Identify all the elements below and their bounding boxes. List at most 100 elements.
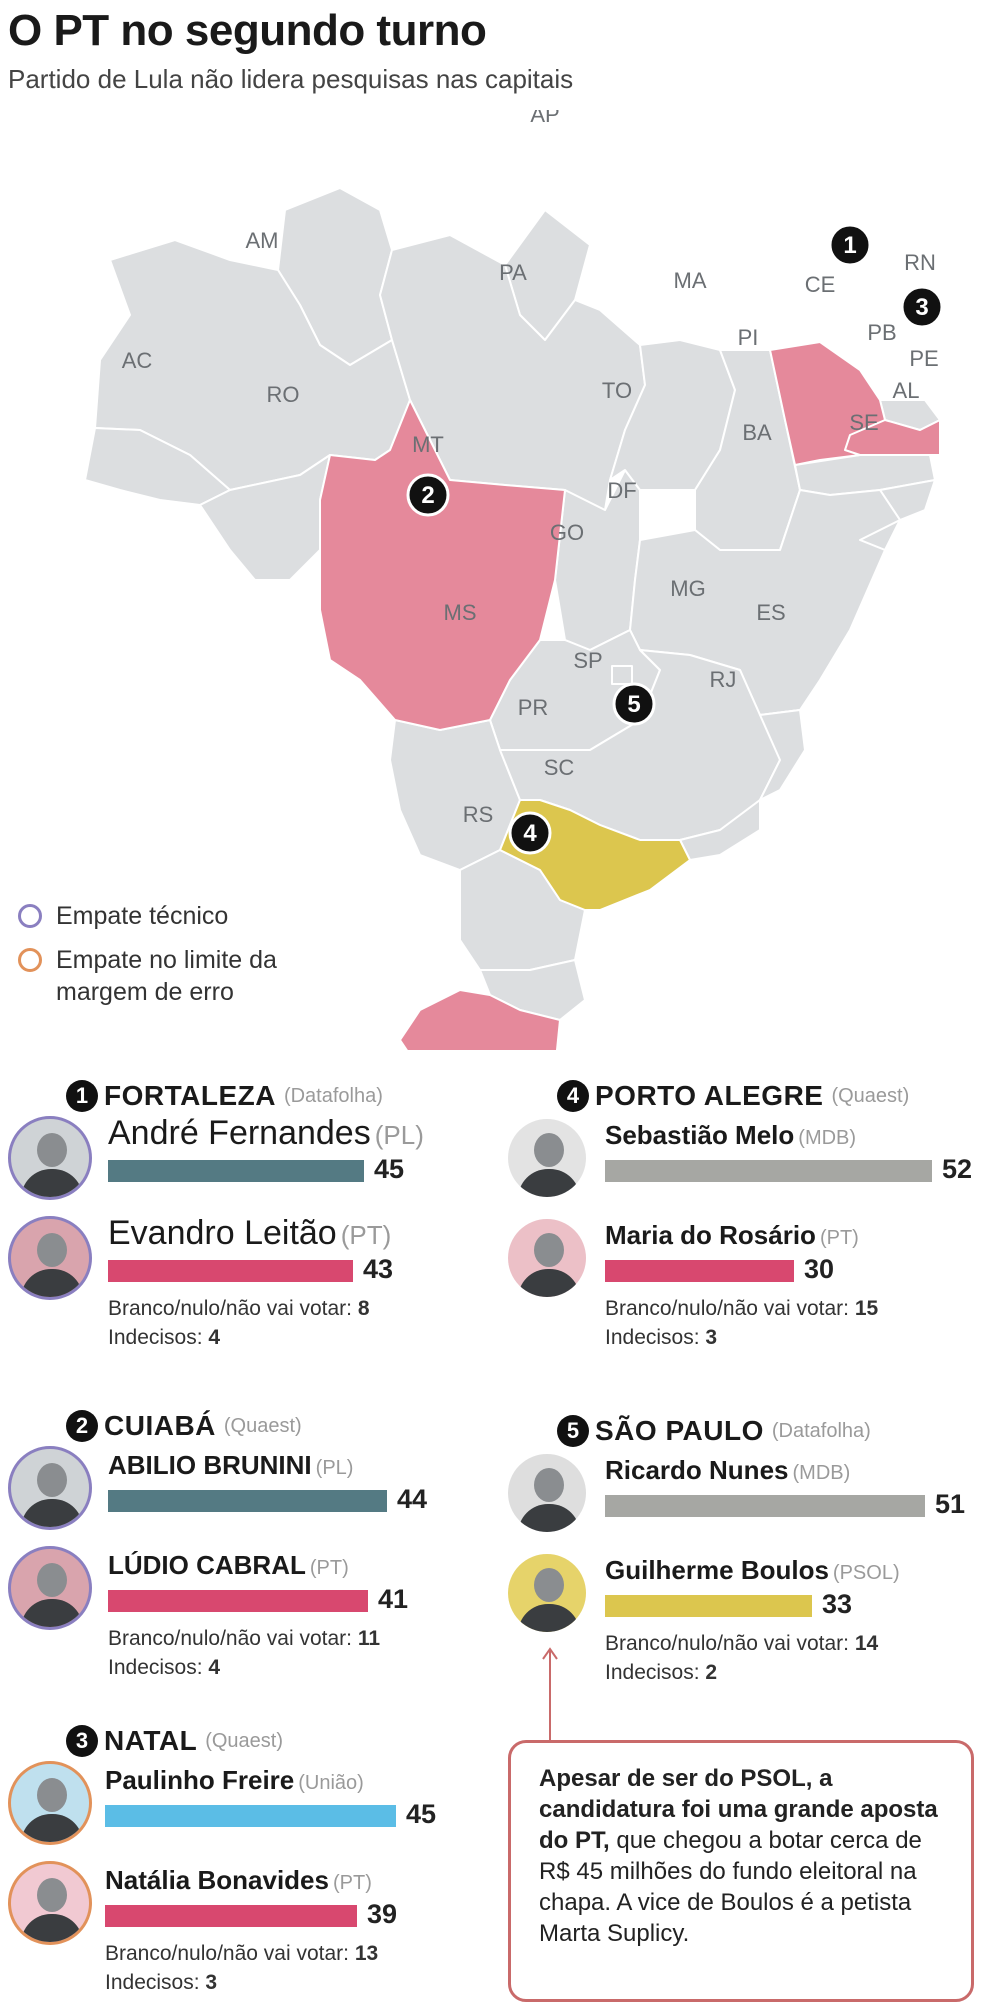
candidate-name: LÚDIO CABRAL (PT): [108, 1550, 349, 1580]
state-label-sc: SC: [544, 755, 575, 780]
vote-value: 51: [935, 1489, 966, 1519]
state-label-pe: PE: [909, 346, 938, 371]
candidate-name: Natália Bonavides (PT): [105, 1865, 372, 1895]
other-responses: Branco/nulo/não vai votar: 15 Indecisos: …: [605, 1297, 879, 1349]
vote-value: 45: [374, 1154, 405, 1184]
pollster: (Datafolha): [771, 1419, 871, 1442]
state-df: [611, 665, 633, 685]
vote-bar: [108, 1590, 368, 1612]
candidate-name: Maria do Rosário (PT): [605, 1220, 859, 1250]
state-label-go: GO: [550, 520, 584, 545]
state-label-to: TO: [602, 378, 632, 403]
vote-bar: [108, 1160, 364, 1182]
map-marker-2: 2: [406, 473, 450, 517]
other-responses: Branco/nulo/não vai votar: 13 Indecisos: …: [105, 1942, 379, 1994]
vote-bar: [108, 1490, 387, 1512]
city-name: CUIABÁ: [104, 1410, 216, 1441]
state-label-sp: SP: [573, 648, 602, 673]
note-bold: Apesar de ser do PSOL, a candidatura foi…: [539, 1765, 938, 1854]
candidate-photo: [8, 1861, 92, 1945]
orange-ring-icon: [18, 948, 42, 972]
candidate-name: Guilherme Boulos (PSOL): [605, 1555, 900, 1585]
city-header: 4 PORTO ALEGRE (Quaest): [557, 1080, 909, 1112]
vote-value: 52: [942, 1154, 973, 1184]
svg-text:1: 1: [843, 232, 856, 259]
vote-value: 41: [378, 1584, 409, 1614]
vote-value: 30: [804, 1254, 835, 1284]
note-text: que chegou a botar cerca de R$ 45 milhõe…: [539, 1827, 922, 1947]
state-es: [759, 709, 806, 801]
city-name: PORTO ALEGRE: [595, 1080, 824, 1111]
vote-bar: [605, 1495, 925, 1517]
city-name: FORTALEZA: [104, 1080, 276, 1111]
vote-bar: [108, 1260, 353, 1282]
city-header: 1 FORTALEZA (Datafolha): [66, 1080, 383, 1112]
state-ro: [199, 454, 331, 581]
vote-value: 33: [822, 1589, 853, 1619]
state-label-ap: AP: [530, 110, 559, 127]
city-header: 2 CUIABÁ (Quaest): [66, 1410, 302, 1442]
other-responses: Branco/nulo/não vai votar: 8 Indecisos: 4: [108, 1297, 370, 1349]
state-rs: [399, 989, 561, 1050]
state-label-ce: CE: [805, 272, 836, 297]
vote-value: 39: [367, 1899, 398, 1929]
city-number-badge: 1: [66, 1080, 98, 1112]
state-label-df: DF: [607, 478, 636, 503]
city-header: 5 SÃO PAULO (Datafolha): [557, 1415, 871, 1447]
state-ma: [609, 339, 736, 491]
other-responses: Branco/nulo/não vai votar: 11 Indecisos: …: [108, 1627, 381, 1679]
state-label-ms: MS: [444, 600, 477, 625]
note-pointer: [542, 1647, 558, 1741]
state-label-ro: RO: [267, 382, 300, 407]
city-header: 3 NATAL (Quaest): [66, 1725, 283, 1757]
candidate-photo: [505, 1451, 589, 1535]
state-label-rn: RN: [904, 250, 936, 275]
candidate-photo: [8, 1546, 92, 1630]
pollster: (Quaest): [831, 1084, 910, 1107]
candidate-photo: [505, 1216, 589, 1300]
candidate-name: André Fernandes (PL): [108, 1114, 424, 1152]
legend-label: Empate no limite da margem de erro: [56, 946, 277, 1006]
state-label-al: AL: [893, 378, 920, 403]
map-marker-1: 1: [828, 223, 872, 267]
candidate-photo: [505, 1551, 589, 1635]
candidate-name: Ricardo Nunes (MDB): [605, 1455, 851, 1485]
city-number-badge: 2: [66, 1410, 98, 1442]
pollster: (Datafolha): [283, 1084, 383, 1107]
legend-item-margem-erro: Empate no limite da margem de erro: [18, 944, 318, 1008]
vote-bar: [605, 1260, 794, 1282]
state-label-ac: AC: [122, 348, 153, 373]
vote-bar: [105, 1905, 357, 1927]
legend-item-empate-tecnico: Empate técnico: [18, 900, 318, 932]
svg-text:2: 2: [421, 482, 434, 509]
state-label-pi: PI: [738, 325, 759, 350]
state-label-ma: MA: [674, 268, 707, 293]
vote-bar: [105, 1805, 396, 1827]
candidate-photo: [8, 1761, 92, 1845]
state-pb: [844, 419, 941, 456]
state-label-es: ES: [756, 600, 785, 625]
city-number-badge: 3: [66, 1725, 98, 1757]
state-mt: [319, 399, 566, 731]
state-label-mg: MG: [670, 576, 705, 601]
candidate-photo: [8, 1216, 92, 1300]
legend: Empate técnico Empate no limite da marge…: [18, 900, 318, 1008]
vote-bar: [605, 1160, 932, 1182]
candidate-photo: [505, 1116, 589, 1200]
note-box: Apesar de ser do PSOL, a candidatura foi…: [508, 1740, 974, 2002]
city-name: NATAL: [104, 1725, 198, 1756]
city-number-badge: 4: [557, 1080, 589, 1112]
map-marker-4: 4: [508, 811, 552, 855]
state-label-ba: BA: [742, 420, 772, 445]
state-label-mt: MT: [412, 432, 444, 457]
page-title: O PT no segundo turno: [8, 6, 487, 55]
state-label-am: AM: [246, 228, 279, 253]
map-marker-5: 5: [612, 682, 656, 726]
vote-value: 44: [397, 1484, 428, 1514]
other-responses: Branco/nulo/não vai votar: 14 Indecisos: …: [605, 1632, 879, 1684]
vote-value: 43: [363, 1254, 394, 1284]
candidate-name: ABILIO BRUNINI (PL): [108, 1450, 354, 1480]
state-label-se: SE: [849, 410, 878, 435]
svg-text:3: 3: [915, 294, 928, 321]
svg-text:5: 5: [627, 691, 640, 718]
